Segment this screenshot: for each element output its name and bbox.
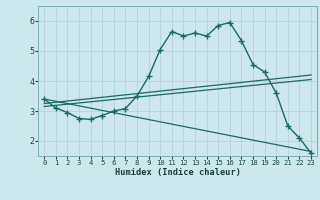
X-axis label: Humidex (Indice chaleur): Humidex (Indice chaleur) (115, 168, 241, 177)
